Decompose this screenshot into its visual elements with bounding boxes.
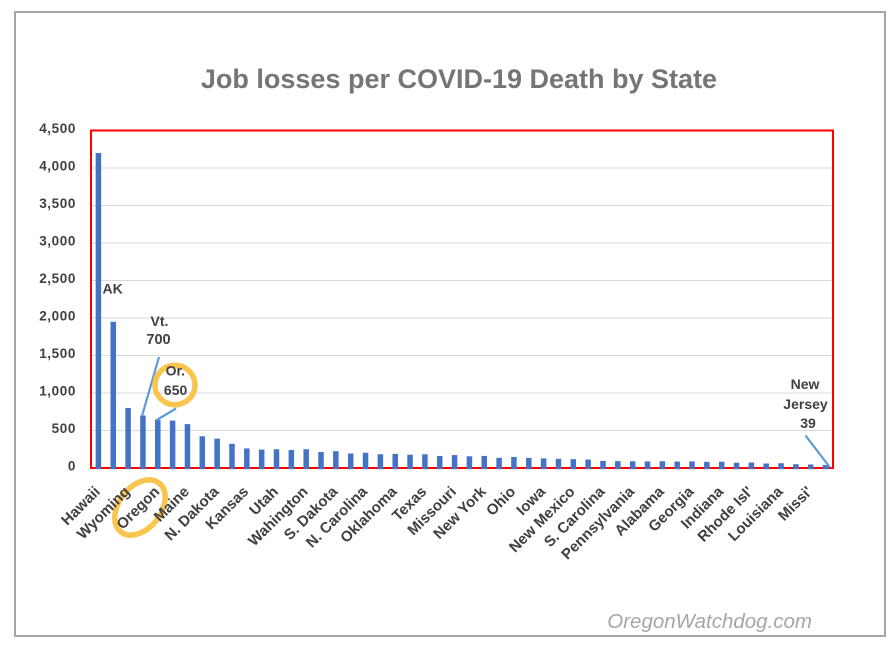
svg-text:1,500: 1,500 <box>39 346 76 361</box>
svg-text:Jersey: Jersey <box>783 396 828 412</box>
svg-text:3,000: 3,000 <box>39 234 76 249</box>
svg-text:39: 39 <box>800 415 816 431</box>
svg-text:1,000: 1,000 <box>39 384 76 399</box>
svg-text:Or.: Or. <box>166 363 185 379</box>
svg-text:500: 500 <box>52 421 76 436</box>
svg-text:700: 700 <box>146 332 170 348</box>
svg-text:2,500: 2,500 <box>39 271 76 286</box>
svg-text:New: New <box>791 376 820 392</box>
svg-text:3,500: 3,500 <box>39 196 76 211</box>
svg-text:Vt.: Vt. <box>151 313 169 329</box>
svg-text:OregonWatchdog.com: OregonWatchdog.com <box>607 610 812 633</box>
svg-text:Job losses per COVID-19 Death: Job losses per COVID-19 Death by State <box>201 64 717 94</box>
svg-text:0: 0 <box>68 459 76 474</box>
svg-text:2,000: 2,000 <box>39 309 76 324</box>
svg-text:4,000: 4,000 <box>39 159 76 174</box>
svg-text:4,500: 4,500 <box>39 121 76 136</box>
svg-text:AK: AK <box>103 281 123 297</box>
svg-text:650: 650 <box>164 382 188 398</box>
